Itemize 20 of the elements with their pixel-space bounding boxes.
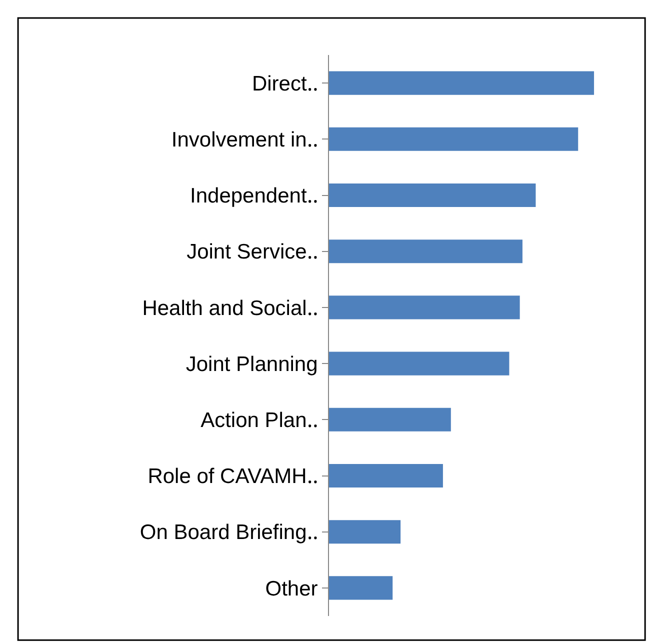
bar [329,240,522,264]
y-tick-label: Role of CAVAMH‥ [148,465,318,488]
y-tick-label: Health and Social‥ [142,296,318,320]
bar [329,296,520,320]
bar [329,408,451,432]
y-tick-label: Joint Planning [186,352,318,376]
bar [329,576,393,600]
bar [329,127,578,151]
y-tick-label: On Board Briefing‥ [140,521,318,544]
y-tick-label: Direct‥ [252,72,318,96]
y-tick-label: Joint Service‥ [186,240,318,264]
bar [329,183,536,208]
y-tick-label: Action Plan‥ [200,409,318,432]
y-tick-label: Independent‥ [190,184,318,208]
bar [329,71,594,95]
bar [329,352,510,376]
bar [329,520,401,544]
bar [329,464,443,488]
y-tick-label: Involvement in‥ [171,128,318,152]
y-tick-label: Other [265,577,318,600]
